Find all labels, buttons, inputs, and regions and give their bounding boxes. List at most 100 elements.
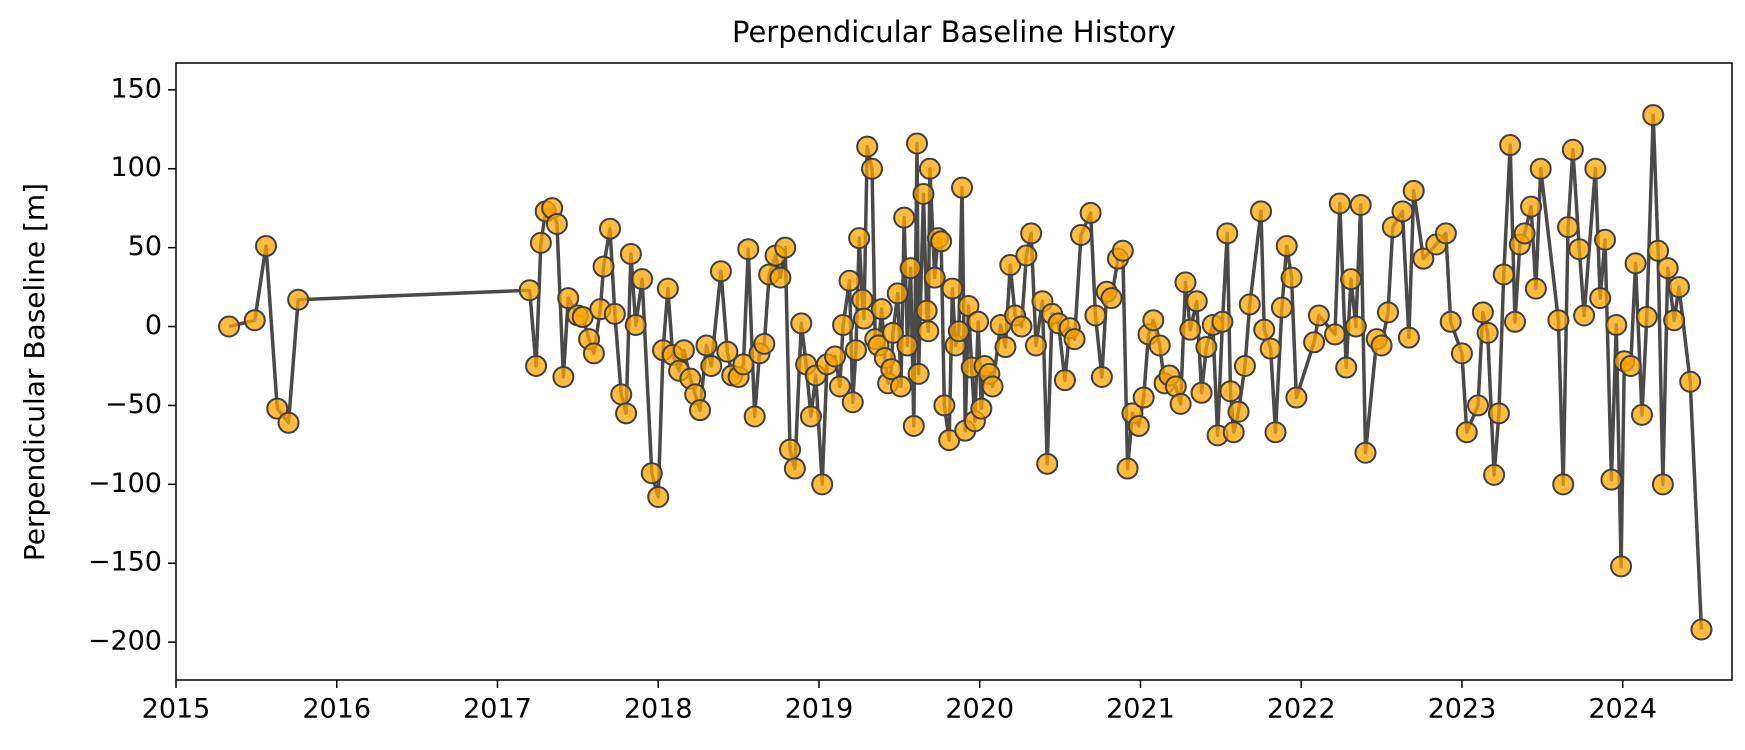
marker	[1635, 306, 1658, 329]
marker	[1053, 369, 1076, 392]
marker	[1285, 386, 1308, 409]
marker	[1492, 263, 1515, 286]
marker	[779, 438, 802, 461]
y-tick-label: 100	[110, 152, 162, 183]
marker	[999, 253, 1022, 276]
marker	[672, 339, 695, 362]
marker	[266, 397, 289, 420]
marker	[1116, 457, 1139, 480]
marker	[1412, 247, 1435, 270]
y-tick-label: −150	[88, 547, 162, 578]
marker	[947, 320, 970, 343]
marker	[1381, 216, 1404, 239]
marker	[886, 282, 909, 305]
marker	[938, 429, 961, 452]
x-tick-label: 2016	[302, 694, 371, 725]
y-tick-label: 50	[128, 231, 162, 262]
y-tick-label: −50	[105, 389, 162, 420]
marker	[1589, 287, 1612, 310]
y-tick-label: 0	[145, 310, 162, 341]
marker	[902, 414, 925, 437]
marker	[743, 405, 766, 428]
marker	[1211, 310, 1234, 333]
marker	[1111, 239, 1134, 262]
marker	[1619, 354, 1642, 377]
marker	[1227, 400, 1250, 423]
marker	[1100, 287, 1123, 310]
marker	[1520, 195, 1543, 218]
marker	[970, 397, 993, 420]
marker	[906, 132, 929, 155]
x-tick-label: 2022	[1267, 694, 1336, 725]
y-tick-label: 150	[110, 73, 162, 104]
marker	[582, 342, 605, 365]
marker	[1020, 222, 1043, 245]
marker	[1142, 309, 1165, 332]
marker	[1600, 468, 1623, 491]
marker	[841, 391, 864, 414]
marker	[1253, 318, 1276, 341]
marker	[994, 336, 1017, 359]
marker	[957, 295, 980, 318]
marker	[1264, 421, 1287, 444]
marker	[1679, 370, 1702, 393]
marker	[912, 182, 935, 205]
marker	[1185, 290, 1208, 313]
marker	[889, 375, 912, 398]
marker	[918, 157, 941, 180]
marker	[881, 321, 904, 344]
marker	[753, 332, 776, 355]
marker	[1238, 293, 1261, 316]
marker	[870, 298, 893, 321]
marker	[1547, 309, 1570, 332]
marker	[790, 312, 813, 335]
marker	[811, 473, 834, 496]
marker	[1455, 421, 1478, 444]
marker	[552, 366, 575, 389]
marker	[1195, 336, 1218, 359]
marker	[917, 320, 940, 343]
marker	[1370, 334, 1393, 357]
marker	[1148, 334, 1171, 357]
marker	[640, 462, 663, 485]
marker	[848, 227, 871, 250]
marker	[737, 238, 760, 261]
marker	[1259, 337, 1282, 360]
marker	[1190, 381, 1213, 404]
y-tick-label: −200	[88, 626, 162, 657]
marker	[647, 485, 670, 508]
marker	[1015, 244, 1038, 267]
x-tick-label: 2024	[1588, 694, 1657, 725]
marker	[851, 288, 874, 311]
marker	[1377, 301, 1400, 324]
x-tick-label: 2019	[785, 694, 854, 725]
marker	[1335, 356, 1358, 379]
marker	[255, 235, 278, 258]
marker	[1439, 310, 1462, 333]
marker	[689, 399, 712, 422]
marker	[1573, 304, 1596, 327]
marker	[732, 353, 755, 376]
marker	[1690, 618, 1713, 641]
marker	[1561, 138, 1584, 161]
marker	[1222, 421, 1245, 444]
marker	[1557, 216, 1580, 239]
marker	[599, 217, 622, 240]
marker	[1219, 380, 1242, 403]
x-tick-label: 2021	[1106, 694, 1175, 725]
marker	[1069, 224, 1092, 247]
marker	[769, 266, 792, 289]
marker	[1503, 310, 1526, 333]
marker	[1084, 304, 1107, 327]
marker	[1216, 222, 1239, 245]
marker	[1524, 277, 1547, 300]
marker	[1499, 134, 1522, 157]
marker	[603, 302, 626, 325]
marker	[700, 354, 723, 377]
marker	[1656, 257, 1679, 280]
marker	[951, 176, 974, 199]
marker	[1179, 318, 1202, 341]
marker	[915, 299, 938, 322]
marker	[941, 277, 964, 300]
marker	[1487, 402, 1510, 425]
